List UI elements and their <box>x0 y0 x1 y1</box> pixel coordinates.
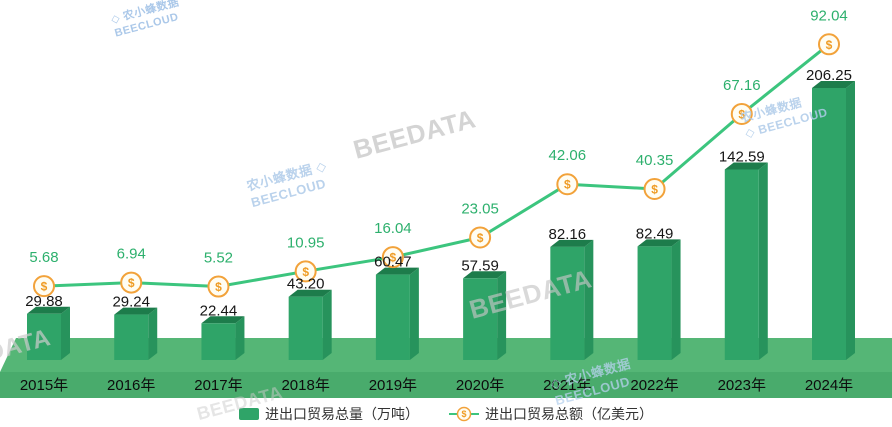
line-series-swatch: $ <box>449 406 479 422</box>
dollar-icon: $ <box>461 409 466 419</box>
bar-value-label: 57.59 <box>461 257 499 274</box>
bar-top-face <box>114 307 158 315</box>
bar-value-label: 82.16 <box>549 226 587 243</box>
legend-label-trade-value: 进出口贸易总额（亿美元） <box>485 406 653 422</box>
dollar-marker[interactable] <box>294 260 317 283</box>
x-axis-label: 2016年 <box>107 377 155 394</box>
bar-value-label: 22.44 <box>200 302 238 319</box>
dollar-icon: $ <box>215 280 222 294</box>
bar-side-face <box>235 316 245 360</box>
x-axis-label: 2019年 <box>369 377 417 394</box>
bar-side-face <box>148 307 158 360</box>
x-axis-label: 2020年 <box>456 377 504 394</box>
bar-top-face <box>550 239 594 247</box>
line-value-label: 92.04 <box>810 7 848 24</box>
bar-side-face <box>409 267 419 360</box>
dollar-icon: $ <box>738 107 745 121</box>
legend-label-trade-volume: 进出口贸易总量（万吨） <box>265 406 419 422</box>
bar-value-label: 206.25 <box>806 67 852 84</box>
x-axis-label: 2023年 <box>718 377 766 394</box>
bar-series-swatch <box>239 408 259 420</box>
bar-2019年[interactable] <box>375 274 410 360</box>
bar-side-face <box>758 162 768 360</box>
dollar-marker[interactable] <box>120 271 143 294</box>
dollar-icon: $ <box>390 251 397 265</box>
dollar-icon: $ <box>128 276 135 290</box>
dollar-icon: $ <box>41 280 48 294</box>
bar-top-face <box>637 239 681 247</box>
bar-value-label: 82.49 <box>636 225 674 242</box>
bar-value-label: 29.88 <box>25 293 63 310</box>
line-value-label: 6.94 <box>117 246 146 263</box>
legend: 进出口贸易总量（万吨） $ 进出口贸易总额（亿美元） <box>0 404 892 424</box>
dollar-marker[interactable] <box>730 102 753 125</box>
line-value-label: 42.06 <box>549 147 587 164</box>
bar-2021年[interactable] <box>550 246 585 360</box>
bar-side-face <box>846 81 855 360</box>
bar-2023年[interactable] <box>724 169 759 360</box>
bar-value-label: 142.59 <box>719 148 765 165</box>
dollar-marker[interactable] <box>556 173 579 196</box>
bar-value-label: 60.47 <box>374 254 412 271</box>
bar-side-face <box>584 239 594 360</box>
bar-top-face <box>463 271 507 279</box>
bar-top-face <box>812 81 855 88</box>
bar-side-face <box>671 239 681 360</box>
legend-item-trade-value[interactable]: $ 进出口贸易总额（亿美元） <box>449 404 653 424</box>
line-value-label: 10.95 <box>287 234 325 251</box>
dollar-marker[interactable] <box>643 178 666 201</box>
line-value-label: 67.16 <box>723 77 761 94</box>
line-value-label: 40.35 <box>636 152 674 169</box>
bar-2024年[interactable] <box>812 88 846 360</box>
bar-2016年[interactable] <box>114 314 149 360</box>
x-axis-label: 2022年 <box>630 377 678 394</box>
legend-item-trade-volume[interactable]: 进出口贸易总量（万吨） <box>239 404 419 424</box>
bar-side-face <box>61 306 70 360</box>
bar-2022年[interactable] <box>637 246 672 360</box>
bar-value-label: 43.20 <box>287 276 325 293</box>
x-axis-label: 2018年 <box>281 377 329 394</box>
x-axis-label: 2021年 <box>543 377 591 394</box>
bar-2018年[interactable] <box>288 296 323 360</box>
line-value-label: 23.05 <box>461 200 499 217</box>
x-axis-label: 2017年 <box>194 377 242 394</box>
bar-top-face <box>288 289 332 297</box>
bar-side-face <box>497 271 507 360</box>
dollar-icon: $ <box>302 265 309 279</box>
bar-top-face <box>375 267 419 275</box>
bar-side-face <box>322 289 332 360</box>
floor-front <box>0 372 892 398</box>
line-value-label: 5.52 <box>204 250 233 267</box>
dollar-icon: $ <box>564 178 571 192</box>
trade-value-line <box>42 42 831 288</box>
bar-top-face <box>27 306 70 314</box>
dollar-icon: $ <box>651 183 658 197</box>
dollar-icon: $ <box>477 231 484 245</box>
bar-2015年[interactable] <box>27 313 61 360</box>
dollar-marker[interactable] <box>381 246 404 269</box>
bar-value-label: 29.24 <box>112 294 150 311</box>
bar-top-face <box>201 316 245 324</box>
bar-top-face <box>724 162 768 170</box>
x-axis-label: 2024年 <box>805 377 853 394</box>
dollar-marker[interactable] <box>207 275 230 298</box>
dollar-marker[interactable] <box>33 275 55 298</box>
dollar-marker[interactable] <box>818 33 840 56</box>
bar-2017年[interactable] <box>201 323 236 360</box>
x-axis-label: 2015年 <box>20 377 68 394</box>
line-value-label: 16.04 <box>374 220 412 237</box>
line-value-label: 5.68 <box>29 249 58 266</box>
dollar-marker[interactable] <box>469 226 492 249</box>
bar-2020年[interactable] <box>463 278 498 360</box>
dollar-icon: $ <box>826 38 833 52</box>
